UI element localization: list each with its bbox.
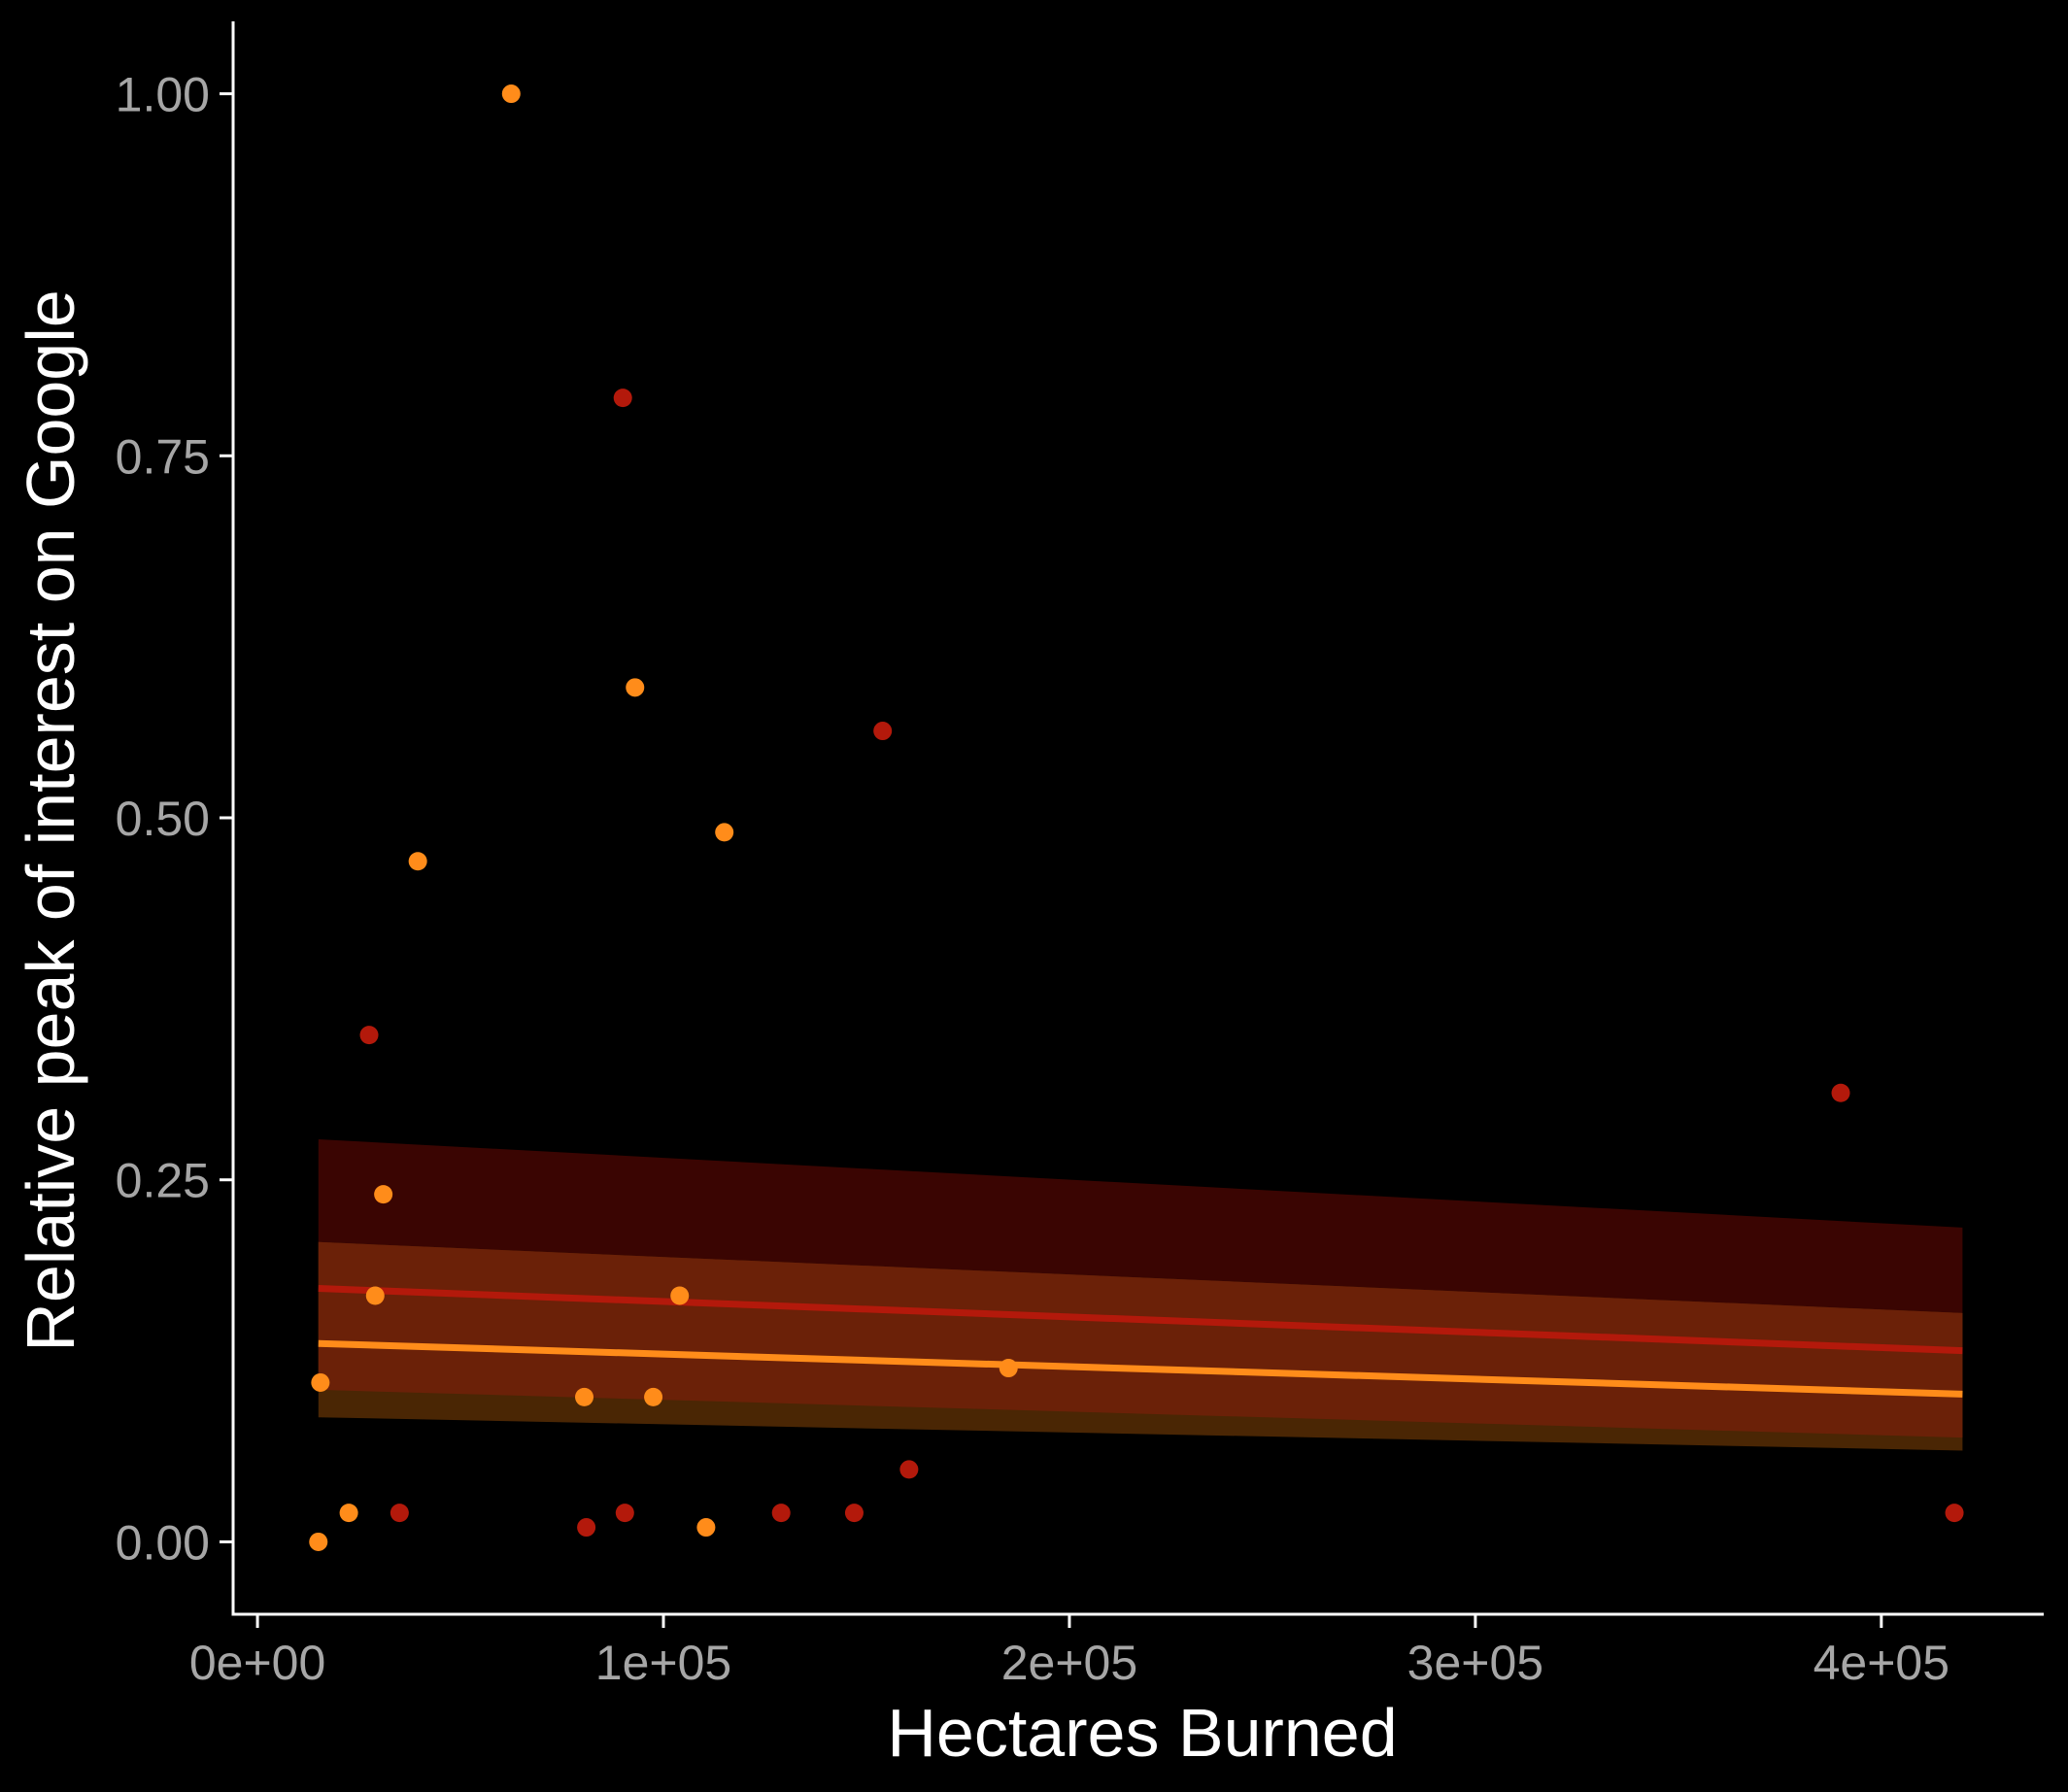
data-point-red <box>390 1504 409 1523</box>
data-point-red <box>615 1504 634 1523</box>
x-tick-label: 0e+00 <box>189 1636 325 1690</box>
data-point-red <box>359 1026 379 1045</box>
axes: 0e+00 1e+05 2e+05 3e+05 4e+05 0.00 0.25 0.50 0.7… <box>116 21 2044 1690</box>
data-point-orange <box>365 1286 385 1305</box>
data-point-red <box>844 1504 864 1523</box>
data-point-red <box>613 389 632 408</box>
data-point-red <box>577 1518 596 1538</box>
y-tick-label: 0.00 <box>116 1515 210 1570</box>
y-tick-label: 0.25 <box>116 1154 210 1208</box>
data-point-orange <box>339 1504 358 1523</box>
confidence-bands <box>318 1139 1963 1451</box>
data-point-red <box>899 1460 919 1479</box>
fit-lines <box>318 1285 1963 1398</box>
y-tick-label: 1.00 <box>116 68 210 122</box>
data-point-orange <box>374 1185 393 1204</box>
data-point-red <box>873 722 893 741</box>
data-point-orange <box>999 1359 1018 1378</box>
x-axis-title: Hectares Burned <box>887 1695 1397 1771</box>
x-tick-label: 3e+05 <box>1407 1636 1543 1690</box>
data-point-orange <box>311 1372 330 1392</box>
data-point-orange <box>309 1532 328 1551</box>
x-tick-label: 2e+05 <box>1001 1636 1137 1690</box>
data-point-red <box>771 1504 791 1523</box>
band-overlap <box>318 1241 1963 1438</box>
data-point-red <box>1831 1083 1850 1102</box>
data-point-orange <box>408 852 427 871</box>
data-point-orange <box>644 1387 663 1406</box>
data-point-orange <box>575 1387 594 1406</box>
data-point-orange <box>715 823 734 842</box>
data-point-orange <box>670 1286 690 1305</box>
x-tick-label: 1e+05 <box>595 1636 731 1690</box>
x-tick-label: 4e+05 <box>1814 1636 1949 1690</box>
data-point-red <box>1945 1504 1964 1523</box>
fit-line-orange <box>318 1339 1963 1398</box>
data-point-orange <box>696 1518 716 1538</box>
y-axis-title: Relative peak of interest on Google <box>13 289 88 1351</box>
data-point-orange <box>626 678 645 697</box>
data-points <box>309 85 1964 1551</box>
fit-line-red <box>318 1285 1963 1355</box>
y-tick-label: 0.50 <box>116 792 210 846</box>
y-tick-label: 0.75 <box>116 429 210 484</box>
data-point-orange <box>501 85 521 104</box>
